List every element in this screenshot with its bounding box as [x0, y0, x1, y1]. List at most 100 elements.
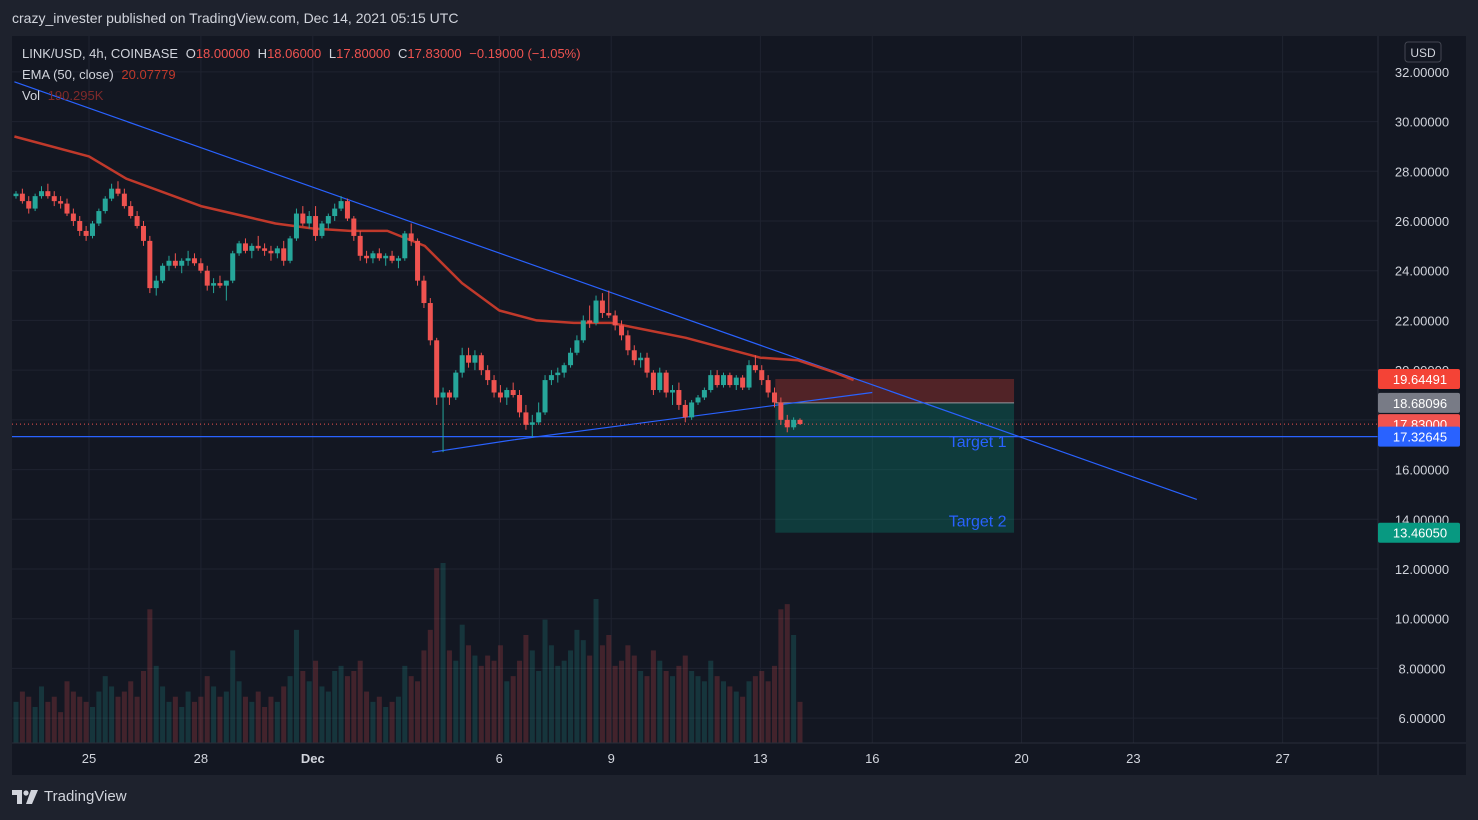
volume-bar: [408, 676, 414, 743]
volume-bar: [446, 650, 452, 743]
candle-body: [746, 365, 752, 388]
price-label-bg: [1378, 522, 1460, 543]
volume-bar: [102, 676, 108, 743]
volume-bar: [752, 676, 758, 743]
volume-bar: [517, 660, 523, 743]
x-tick-label: 27: [1275, 751, 1289, 766]
volume-bar: [466, 645, 472, 743]
volume-legend[interactable]: Vol 190.295K: [22, 88, 107, 103]
candle-body: [485, 370, 491, 381]
candle-body: [64, 203, 70, 214]
volume-bar: [166, 701, 172, 743]
volume-bar: [453, 660, 459, 743]
volume-bar: [542, 619, 548, 743]
symbol-legend[interactable]: LINK/USD, 4h, COINBASE O18.00000 H18.060…: [22, 46, 585, 61]
candle-body: [459, 355, 465, 373]
y-tick-label: 8.00000: [1399, 661, 1446, 676]
trendline: [14, 81, 1198, 500]
volume-bar: [657, 660, 663, 743]
high-value: 18.06000: [267, 46, 322, 61]
candle-body: [160, 265, 166, 281]
candle-body: [140, 225, 146, 241]
price-label-bg: [1378, 368, 1460, 389]
candle-body: [695, 397, 701, 403]
candle-body: [325, 216, 331, 224]
candle-body: [319, 223, 325, 236]
candle-body: [102, 198, 108, 212]
grid: [12, 36, 1378, 743]
volume-bar: [83, 701, 89, 743]
price-label-bg: [1378, 426, 1460, 447]
volume-bar: [274, 701, 280, 743]
candle-body: [395, 258, 401, 261]
candle-body: [281, 248, 287, 261]
x-tick-label: 23: [1126, 751, 1140, 766]
candle-body: [96, 211, 102, 224]
candle-body: [529, 422, 535, 425]
volume-bar: [580, 640, 586, 743]
volume-bar: [721, 681, 727, 743]
candle-body: [389, 255, 395, 261]
candle-body: [109, 188, 115, 199]
target-zone: [775, 402, 1015, 533]
volume-bar: [134, 696, 140, 743]
volume-bar: [746, 681, 752, 743]
open-value: 18.00000: [195, 46, 251, 61]
candle-body: [166, 260, 172, 266]
volume-bar: [242, 696, 248, 743]
tradingview-logo[interactable]: TradingView: [12, 788, 127, 805]
candle-body: [217, 283, 223, 286]
candle-body: [364, 255, 370, 259]
candle-body: [179, 260, 185, 266]
candle-body: [415, 240, 421, 281]
ema-legend[interactable]: EMA (50, close) 20.07779: [22, 67, 180, 82]
candle-body: [561, 365, 567, 373]
volume-bar: [504, 681, 510, 743]
candle-body: [606, 312, 612, 316]
y-tick-label: 6.00000: [1399, 711, 1446, 726]
currency-button[interactable]: USD: [1404, 41, 1442, 63]
volume-bar: [478, 665, 484, 743]
short-position-tool[interactable]: [775, 378, 1015, 533]
volume-bar: [491, 660, 497, 743]
candle-body: [727, 375, 733, 386]
volume-bar: [587, 655, 593, 743]
candle-body: [542, 380, 548, 413]
volume-bar: [772, 665, 778, 743]
volume-bar: [561, 660, 567, 743]
volume-bar: [45, 701, 51, 743]
volume-bar: [472, 655, 478, 743]
volume-bar: [440, 563, 446, 743]
candle-body: [778, 402, 784, 420]
annotations[interactable]: Target 1 Target 2: [949, 434, 1007, 531]
volume-bar: [306, 681, 312, 743]
candle-body: [523, 412, 529, 425]
candles: [13, 181, 803, 453]
candle-body: [689, 402, 695, 418]
symbol-name[interactable]: LINK/USD, 4h, COINBASE: [22, 46, 179, 61]
volume-bar: [96, 691, 102, 743]
volume-bar: [625, 645, 631, 743]
candle-body: [682, 404, 688, 418]
candle-body: [300, 213, 306, 224]
volume-bar: [147, 609, 153, 743]
candle-body: [83, 230, 89, 236]
volume-bar: [255, 691, 261, 743]
candle-body: [491, 380, 497, 393]
candle-body: [644, 357, 650, 373]
candle-body: [274, 248, 280, 254]
price-label-text: 18.68096: [1393, 396, 1447, 411]
volume-bar: [663, 671, 669, 743]
volume-bar: [32, 707, 38, 743]
volume-bar: [89, 707, 95, 743]
candle-body: [548, 375, 554, 381]
candle-body: [242, 243, 248, 251]
close-label: C: [398, 46, 408, 61]
volume-bar: [485, 655, 491, 743]
candle-body: [536, 412, 542, 423]
volume-bar: [689, 671, 695, 743]
volume-bar: [434, 568, 440, 743]
volume-bar: [402, 665, 408, 743]
y-tick-label: 32.00000: [1395, 65, 1449, 80]
